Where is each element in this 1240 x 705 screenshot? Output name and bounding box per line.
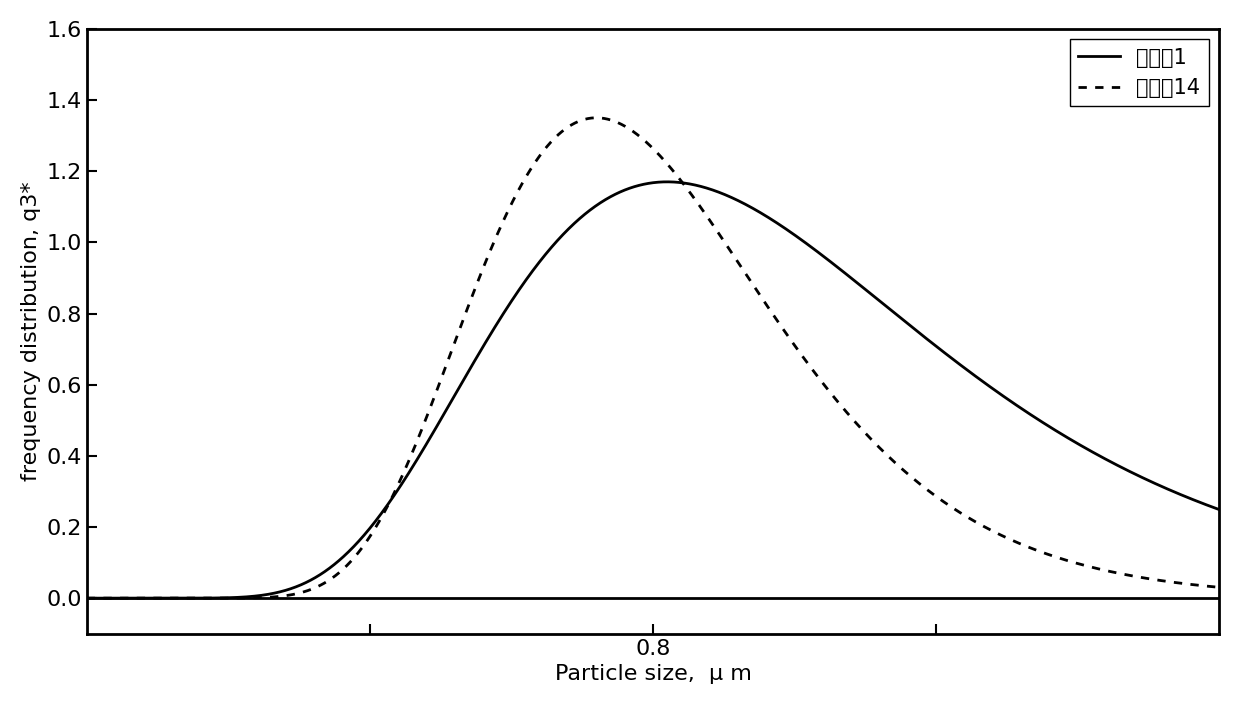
比较例1 — [1039, 420, 1054, 429]
比较例1 — [203, 594, 218, 602]
实施例14 — [236, 594, 250, 602]
实施例14 — [1039, 549, 1054, 558]
Legend: 比较例1, 实施例14: 比较例1, 实施例14 — [1070, 39, 1209, 106]
实施例14 — [1211, 583, 1226, 591]
比较例1 — [1211, 505, 1226, 514]
实施例14 — [589, 114, 604, 122]
Line: 比较例1: 比较例1 — [87, 182, 1219, 598]
比较例1 — [236, 593, 250, 601]
Y-axis label: frequency distribution, q3*: frequency distribution, q3* — [21, 181, 41, 481]
X-axis label: Particle size,  μ m: Particle size, μ m — [554, 664, 751, 684]
比较例1 — [79, 594, 94, 602]
比较例1 — [166, 594, 181, 602]
实施例14 — [166, 594, 181, 602]
实施例14 — [594, 114, 609, 122]
比较例1 — [593, 198, 608, 207]
实施例14 — [79, 594, 94, 602]
比较例1 — [660, 178, 675, 186]
实施例14 — [203, 594, 218, 602]
实施例14 — [110, 594, 125, 602]
Line: 实施例14: 实施例14 — [87, 118, 1219, 598]
比较例1 — [110, 594, 125, 602]
